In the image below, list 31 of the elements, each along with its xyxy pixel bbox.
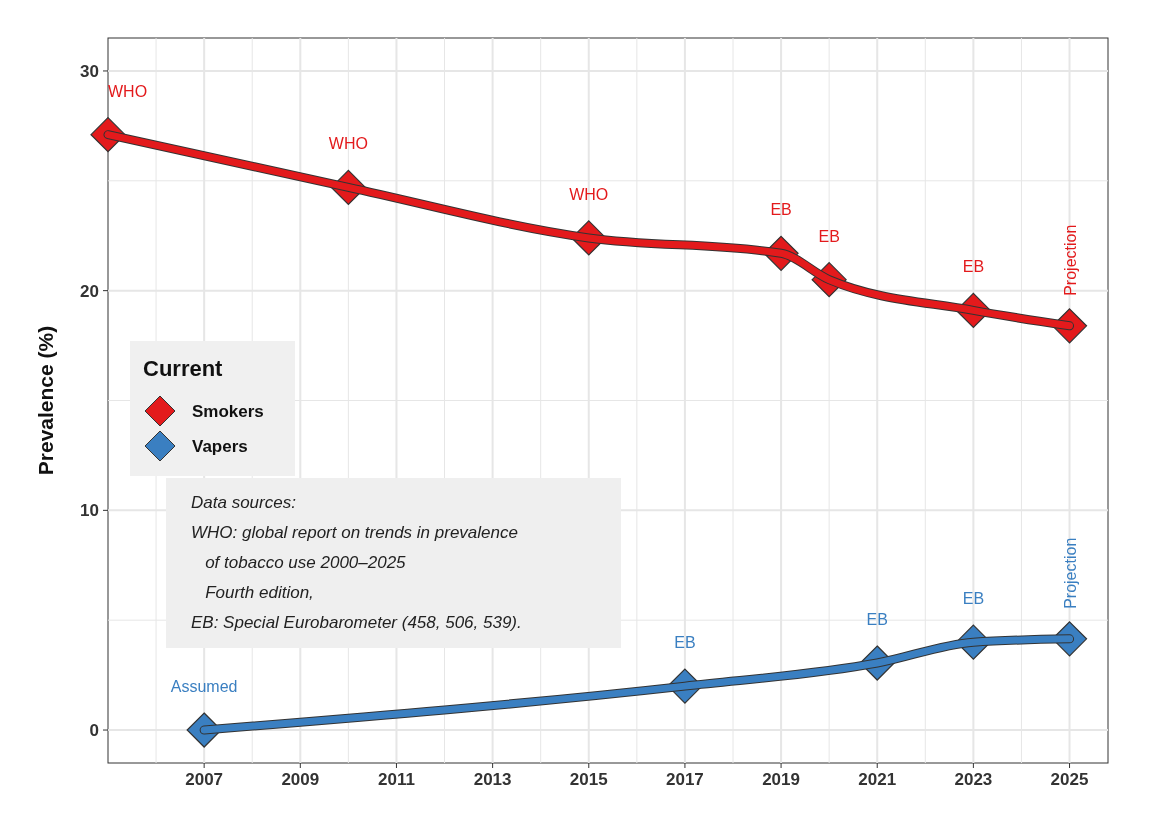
annotation: Assumed: [170, 678, 238, 696]
x-tick-label: 2011: [378, 770, 415, 789]
x-tick-label: 2023: [954, 770, 993, 789]
annotation: EB: [866, 611, 888, 629]
annotation: EB: [770, 201, 792, 219]
annotation: WHO: [328, 135, 368, 153]
y-tick-label: 20: [80, 281, 99, 301]
y-tick-label: 30: [80, 61, 99, 81]
x-tick-label: 2007: [185, 770, 224, 789]
annotation: EB: [674, 634, 696, 652]
legend-label: Vapers: [192, 436, 248, 456]
annotation: Projection: [1061, 224, 1079, 296]
x-tick-label: 2009: [281, 770, 320, 789]
x-tick-label: 2013: [473, 770, 512, 789]
annotation: WHO: [569, 185, 609, 203]
annotation: EB: [962, 258, 985, 276]
annotation: Projection: [1061, 537, 1079, 609]
y-tick-label: 10: [80, 501, 99, 521]
annotation: Data sources: WHO: global report on trends in prevalence of tobacco use 2000–2025 Fourth edition, EB: Special Eurobarometer (458, 506, 539).: [191, 493, 522, 632]
x-tick-label: 2017: [666, 770, 704, 789]
y-tick-label: 0: [89, 721, 99, 740]
annotation: EB: [962, 590, 985, 608]
legend-label: Smokers: [192, 401, 264, 421]
x-tick-label: 2025: [1050, 770, 1089, 789]
annotation: EB: [818, 227, 840, 245]
y-axis-title: Prevalence (%): [34, 325, 57, 476]
legend-title: Current: [143, 356, 224, 381]
x-tick-label: 2015: [569, 770, 608, 789]
x-tick-label: 2021: [858, 770, 897, 789]
annotation: WHO: [108, 82, 148, 100]
x-tick-label: 2019: [762, 770, 800, 789]
